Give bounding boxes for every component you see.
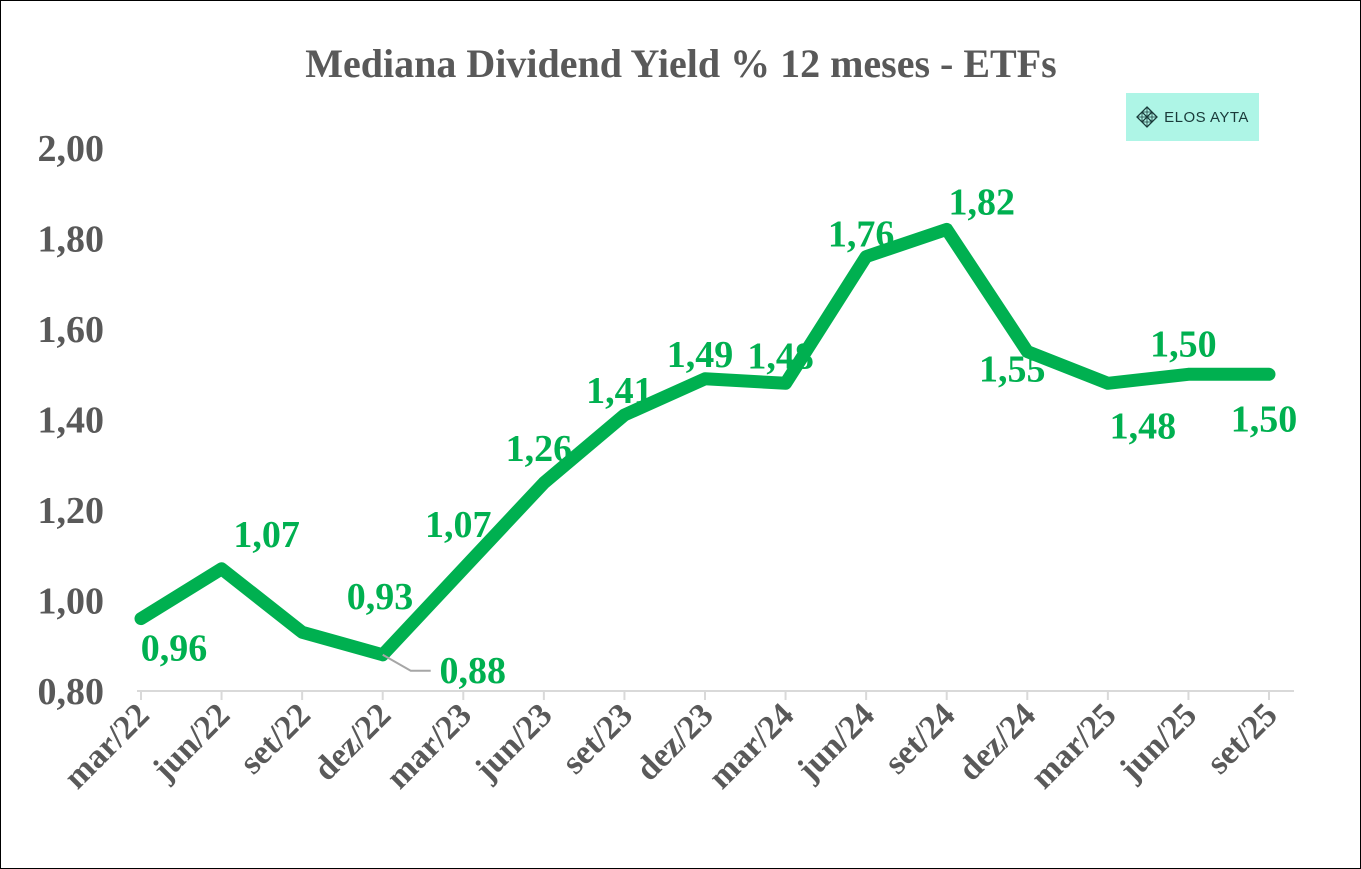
data-labels: 0,96 1,07 0,93 0,88 1,07 1,26 1,41 1,49 1,48 1,76… <box>141 181 1298 691</box>
x-axis: mar/22jun/22set/22dez/22mar/23jun/23set/… <box>57 690 1294 796</box>
data-label: 0,93 <box>347 576 414 618</box>
dividend-yield-line <box>134 222 1276 662</box>
x-tick-label: jun/25 <box>1112 696 1204 788</box>
chart-title: Mediana Dividend Yield % 12 meses - ETFs <box>305 41 1057 86</box>
data-label: 1,76 <box>828 214 895 256</box>
data-point <box>543 482 545 484</box>
data-label: 1,49 <box>667 334 734 376</box>
x-tick-label: jun/22 <box>145 696 237 788</box>
y-tick-label: 1,20 <box>38 490 105 532</box>
data-point <box>462 568 464 570</box>
x-tick-label: jun/23 <box>467 696 559 788</box>
x-tick-label: set/24 <box>877 696 962 781</box>
series-line <box>134 222 1276 662</box>
y-tick-label: 0,80 <box>38 671 105 713</box>
brand-logo: ELOS AYTA <box>1126 93 1259 141</box>
x-tick-label: mar/24 <box>702 696 802 796</box>
x-tick-label: mar/23 <box>379 696 479 796</box>
y-tick-label: 1,60 <box>38 309 105 351</box>
data-point <box>865 256 867 258</box>
data-point <box>1026 351 1028 353</box>
data-label: 0,88 <box>439 650 506 692</box>
data-label: 1,26 <box>506 428 573 470</box>
data-point <box>946 228 948 230</box>
data-point <box>785 382 787 384</box>
x-tick-label: jun/24 <box>789 696 881 788</box>
data-label: 1,82 <box>948 181 1015 223</box>
data-label: 1,07 <box>425 504 492 546</box>
data-point <box>1187 373 1189 375</box>
y-axis: 0,80 1,00 1,20 1,40 1,60 1,80 2,00 <box>38 128 105 713</box>
data-label: 1,48 <box>747 335 814 377</box>
data-point <box>704 378 706 380</box>
logo-text: ELOS AYTA <box>1164 108 1249 126</box>
data-point <box>140 618 142 620</box>
data-label: 1,41 <box>586 370 653 412</box>
x-tick-label: set/23 <box>555 696 640 781</box>
data-point <box>623 414 625 416</box>
y-tick-label: 1,40 <box>38 400 105 442</box>
data-point <box>1107 382 1109 384</box>
data-label: 1,48 <box>1110 405 1177 447</box>
y-tick-label: 2,00 <box>38 128 105 170</box>
x-tick-label: set/22 <box>233 696 318 781</box>
x-tick-label: set/25 <box>1200 696 1285 781</box>
y-tick-label: 1,00 <box>38 581 105 623</box>
data-point <box>221 568 223 570</box>
data-label: 1,50 <box>1231 398 1298 440</box>
data-label: 1,50 <box>1150 323 1217 365</box>
x-tick-label: mar/25 <box>1024 696 1124 796</box>
diamond-grid-icon <box>1136 106 1159 128</box>
y-tick-label: 1,80 <box>38 219 105 261</box>
data-label: 0,96 <box>141 628 208 670</box>
data-point <box>301 631 303 633</box>
data-label: 1,07 <box>233 514 300 556</box>
label-leader-line <box>382 653 431 672</box>
data-label: 1,55 <box>979 349 1046 391</box>
data-point <box>1268 373 1270 375</box>
